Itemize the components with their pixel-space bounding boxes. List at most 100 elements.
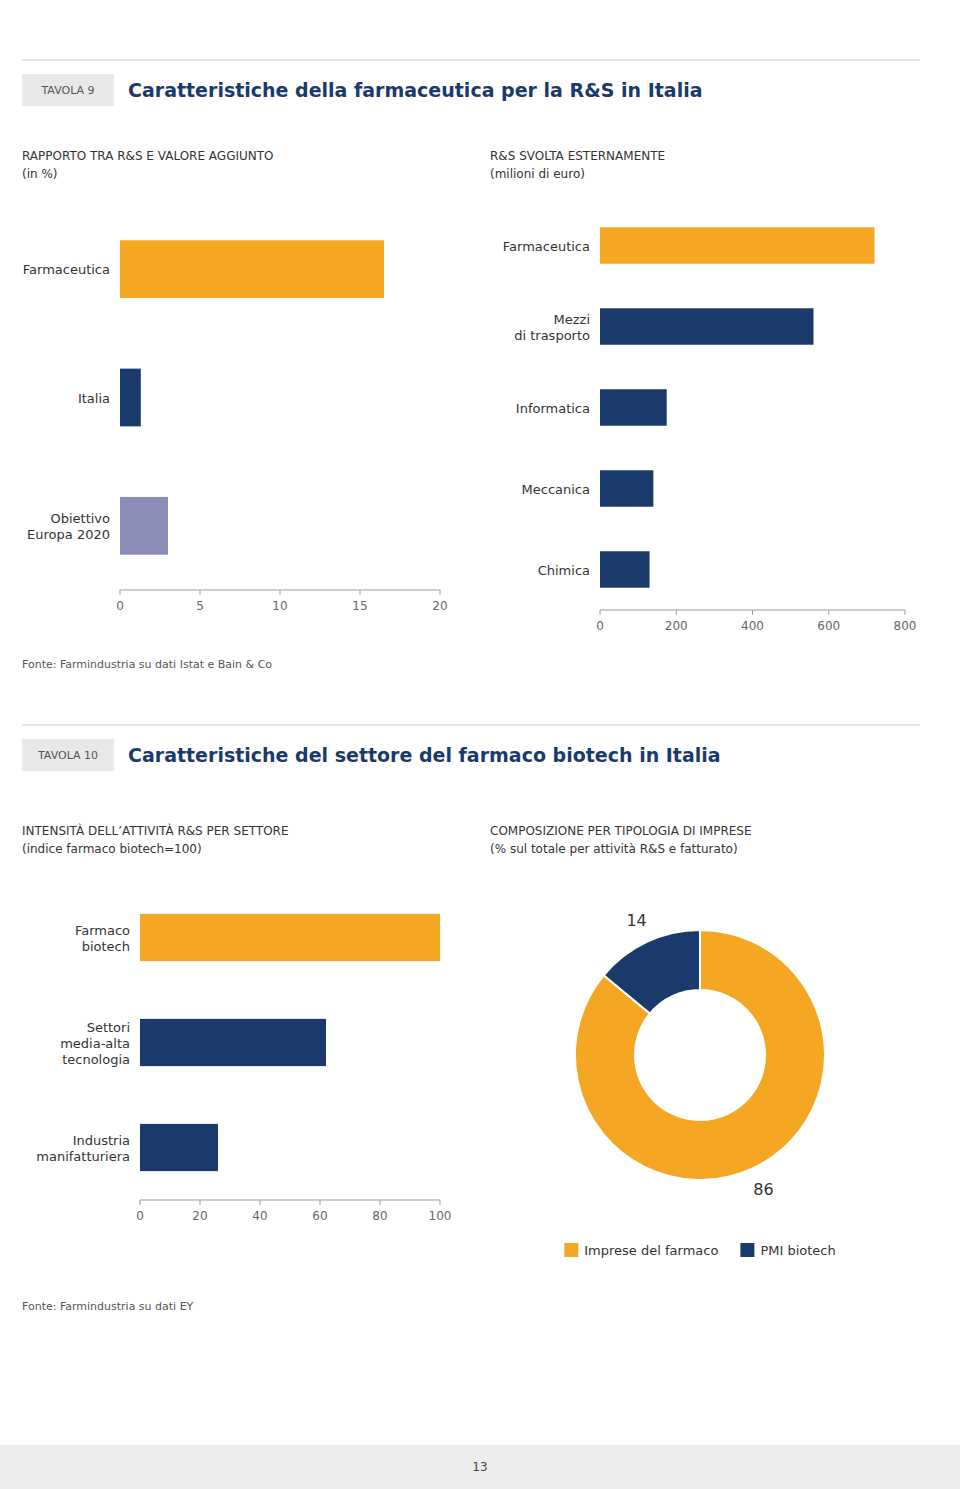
tick-label: 600 <box>817 619 840 633</box>
tick-label: 200 <box>665 619 688 633</box>
category-label: Farmaceutica <box>503 238 590 253</box>
bar <box>600 308 814 344</box>
section-label: TAVOLA 10 <box>37 749 98 762</box>
category-label: Italia <box>78 390 110 405</box>
text-line: Settori <box>87 1019 130 1034</box>
tick-label: 20 <box>192 1209 207 1223</box>
source: Fonte: Farmindustria su dati EY <box>22 1300 194 1313</box>
tick-mark <box>380 1200 381 1205</box>
label-box <box>22 74 114 106</box>
text-line: Informatica <box>516 400 590 415</box>
text-line: Farmaco <box>75 922 130 937</box>
bars <box>600 227 875 587</box>
legend: Imprese del farmacoPMI biotech <box>564 1243 835 1258</box>
category-label: Farmaceutica <box>23 262 110 277</box>
label-box <box>22 739 114 771</box>
tick-label: 100 <box>429 1209 452 1223</box>
chart-title: RAPPORTO TRA R&S E VALORE AGGIUNTO <box>22 149 274 163</box>
x-axis <box>140 1200 440 1201</box>
tick-label: 800 <box>894 619 917 633</box>
text-line: Farmaceutica <box>503 238 590 253</box>
bar <box>120 369 141 427</box>
text-line: Italia <box>78 390 110 405</box>
legend-swatch <box>740 1243 754 1257</box>
tick-mark <box>360 590 361 595</box>
bar <box>600 227 875 263</box>
text-line: Mezzi <box>554 311 590 326</box>
tick-label: 40 <box>252 1209 267 1223</box>
text-line: tecnologia <box>62 1051 130 1066</box>
category-label: Settorimedia-altatecnologia <box>60 1019 130 1066</box>
chart-subtitle: (% sul totale per attività R&S e fattura… <box>490 842 738 856</box>
tick-mark <box>120 590 121 595</box>
text-line: manifatturiera <box>36 1148 130 1163</box>
chart-subtitle: (indice farmaco biotech=100) <box>22 842 202 856</box>
tick-mark <box>905 610 906 615</box>
tick-label: 0 <box>136 1209 144 1223</box>
bar <box>140 914 440 961</box>
text-line: di trasporto <box>514 327 590 342</box>
text-line: Industria <box>73 1132 130 1147</box>
header-rule <box>22 60 920 61</box>
tick-label: 20 <box>432 599 447 613</box>
tick-mark <box>440 1200 441 1205</box>
donut-chart: 8614Imprese del farmacoPMI biotech <box>564 911 835 1258</box>
bar <box>600 551 650 587</box>
tick-label: 15 <box>352 599 367 613</box>
tick-mark <box>260 1200 261 1205</box>
category-label: Farmacobiotech <box>75 922 130 953</box>
category-label: Industriamanifatturiera <box>36 1132 130 1163</box>
page: TAVOLA 9 Caratteristiche della farmaceuti… <box>0 0 960 1489</box>
tick-mark <box>200 1200 201 1205</box>
text-line: media-alta <box>60 1035 130 1050</box>
donut-slice <box>575 930 825 1180</box>
bar <box>120 497 168 555</box>
section-label: TAVOLA 9 <box>40 84 94 97</box>
section-title: Caratteristiche del settore del farmaco … <box>128 744 721 766</box>
chart-title: R&S SVOLTA ESTERNAMENTE <box>490 149 665 163</box>
tick-label: 80 <box>372 1209 387 1223</box>
text-line: Chimica <box>538 562 590 577</box>
tick-mark <box>280 590 281 595</box>
bar <box>140 1019 326 1066</box>
category-label: Chimica <box>538 562 590 577</box>
text-line: Europa 2020 <box>27 526 110 541</box>
section-header: TAVOLA 9 Caratteristiche della farmaceuti… <box>22 60 920 106</box>
header-rule <box>22 725 920 726</box>
bar <box>600 470 653 506</box>
background <box>0 0 960 1489</box>
data-label: 14 <box>626 911 646 930</box>
bar <box>140 1124 218 1171</box>
tick-mark <box>752 610 753 615</box>
text-line: Meccanica <box>522 481 590 496</box>
tick-mark <box>140 1200 141 1205</box>
tick-label: 0 <box>596 619 604 633</box>
tick-mark <box>320 1200 321 1205</box>
section-header: TAVOLA 10 Caratteristiche del settore del… <box>22 725 920 771</box>
tick-label: 400 <box>741 619 764 633</box>
chart-subtitle: (milioni di euro) <box>490 167 585 181</box>
tick-label: 5 <box>196 599 204 613</box>
bars <box>120 240 384 554</box>
bar <box>120 240 384 298</box>
category-label: Mezzidi trasporto <box>514 311 590 342</box>
tick-label: 60 <box>312 1209 327 1223</box>
category-label: ObiettivoEuropa 2020 <box>27 510 110 541</box>
tick-label: 10 <box>272 599 287 613</box>
bar-chart: Farmacobiotech Settorimedia-altatecnologi… <box>36 914 451 1223</box>
text-line: Obiettivo <box>50 510 110 525</box>
bars <box>140 914 440 1171</box>
source: Fonte: Farmindustria su dati Istat e Bai… <box>22 658 272 671</box>
footer <box>0 1445 960 1489</box>
text-line: biotech <box>82 938 130 953</box>
chart-title: INTENSITÀ DELL’ATTIVITÀ R&S PER SETTORE <box>22 823 289 838</box>
tick-label: 0 <box>116 599 124 613</box>
category-label: Informatica <box>516 400 590 415</box>
section-title: Caratteristiche della farmaceutica per l… <box>128 79 702 101</box>
tick-mark <box>200 590 201 595</box>
bar <box>600 389 667 425</box>
tick-mark <box>676 610 677 615</box>
category-label: Meccanica <box>522 481 590 496</box>
legend-swatch <box>564 1243 578 1257</box>
chart-subtitle: (in %) <box>22 167 58 181</box>
